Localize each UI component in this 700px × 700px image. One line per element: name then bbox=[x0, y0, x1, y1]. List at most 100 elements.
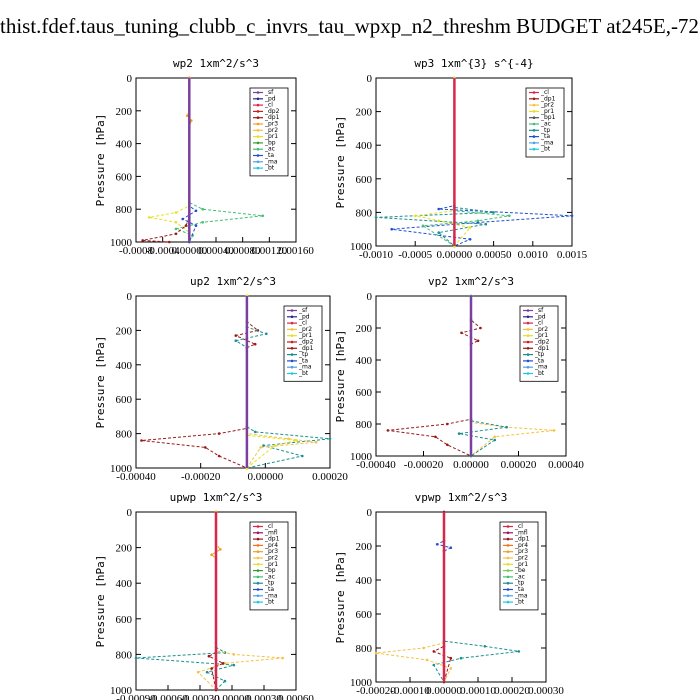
x-tick-label: 0.0010 bbox=[518, 249, 549, 261]
x-tick-label: 0.00000 bbox=[426, 685, 462, 697]
y-tick-label: 600 bbox=[356, 609, 373, 621]
x-tick-label: 0.00030 bbox=[528, 685, 564, 697]
legend-entry-label: _pr2 bbox=[298, 326, 312, 333]
legend-marker bbox=[290, 309, 294, 312]
series-line-tp bbox=[459, 296, 507, 457]
series-line-dp1 bbox=[432, 512, 452, 683]
legend-entry-label: _ta bbox=[514, 586, 524, 593]
legend-marker bbox=[526, 359, 530, 363]
legend-marker bbox=[256, 531, 260, 535]
legend-marker bbox=[290, 347, 294, 350]
legend-entry-label: _ma bbox=[540, 139, 554, 146]
legend-box bbox=[519, 305, 559, 382]
y-axis-label: Pressure [hPa] bbox=[334, 551, 347, 644]
panel-title: upwp 1xm^2/s^3 bbox=[170, 491, 263, 504]
legend-entry-label: _tp bbox=[298, 351, 308, 358]
y-tick-label: 0 bbox=[367, 507, 373, 519]
legend-box bbox=[283, 305, 323, 382]
y-axis-label: Pressure [hPa] bbox=[334, 330, 347, 423]
data-point bbox=[221, 662, 225, 665]
legend-marker bbox=[256, 575, 260, 579]
legend-entry-label: _bt bbox=[540, 146, 551, 153]
data-point bbox=[262, 444, 265, 447]
data-point bbox=[434, 435, 437, 439]
legend-entry-label: _pr2 bbox=[534, 326, 548, 333]
legend-marker bbox=[526, 321, 530, 325]
data-point bbox=[232, 663, 236, 667]
y-tick-label: 400 bbox=[356, 140, 373, 152]
x-tick-label: 0.00020 bbox=[501, 459, 537, 471]
data-point bbox=[459, 656, 463, 660]
x-tick-label: -0.00020 bbox=[404, 459, 444, 471]
legend-entry-label: _dp1 bbox=[534, 345, 550, 352]
legend-marker bbox=[256, 550, 260, 553]
legend-entry-label: _pd bbox=[264, 95, 276, 102]
series-line-pr1 bbox=[415, 78, 472, 247]
legend-entry-label: _ta bbox=[534, 357, 544, 364]
legend-marker bbox=[526, 347, 530, 350]
legend-entry-label: _pr2 bbox=[540, 102, 554, 109]
panel-1: wp2 1xm^2/s^3 0 200 400 600 800 1000-0.0008-0.… bbox=[94, 57, 314, 257]
legend-marker bbox=[256, 569, 260, 572]
y-tick-label: 600 bbox=[356, 174, 373, 186]
legend-marker bbox=[256, 141, 260, 145]
legend-entry-label: _mfl bbox=[264, 529, 278, 536]
data-point bbox=[493, 435, 497, 439]
legend-marker bbox=[506, 594, 510, 598]
legend-entry-label: _dp2 bbox=[298, 339, 314, 346]
y-tick-label: 400 bbox=[116, 578, 133, 590]
data-point bbox=[517, 650, 521, 653]
panel-title: vpwp 1xm^2/s^3 bbox=[415, 491, 508, 504]
panel-5: upwp 1xm^2/s^302004006008001000-0.00090-… bbox=[94, 491, 314, 700]
legend-entry-label: _pr1 bbox=[514, 561, 528, 568]
legend-entry-label: _sf bbox=[298, 307, 308, 314]
x-tick-label: 0.00040 bbox=[548, 459, 584, 471]
data-point bbox=[570, 214, 574, 218]
legend-box bbox=[499, 521, 539, 611]
legend-marker bbox=[506, 600, 510, 604]
x-tick-label: -0.00040 bbox=[116, 471, 156, 483]
legend-entry-label: _ac bbox=[514, 573, 525, 580]
x-tick-label: 0.00000 bbox=[453, 459, 489, 471]
legend-entry-label: _pr4 bbox=[514, 542, 528, 549]
legend-marker bbox=[256, 129, 260, 132]
data-point bbox=[432, 663, 436, 667]
data-point bbox=[253, 342, 257, 346]
legend-marker bbox=[532, 110, 536, 113]
legend-entry-label: _pr1 bbox=[264, 133, 278, 140]
y-tick-label: 1000 bbox=[110, 237, 133, 249]
legend-marker bbox=[526, 315, 530, 319]
x-tick-label: 0.00030 bbox=[246, 693, 282, 700]
data-point bbox=[196, 670, 200, 674]
x-tick-label: -0.00040 bbox=[356, 459, 396, 471]
legend-marker bbox=[290, 365, 294, 369]
y-tick-label: 1000 bbox=[350, 451, 373, 463]
series-line-pr1 bbox=[149, 78, 190, 242]
legend-entry-label: _dp1 bbox=[264, 536, 280, 543]
data-point bbox=[449, 546, 453, 549]
legend-marker bbox=[290, 353, 294, 356]
legend-entry-label: _cl bbox=[298, 320, 307, 327]
legend-marker bbox=[256, 97, 260, 101]
legend-entry-label: _pr4 bbox=[264, 542, 278, 549]
legend-marker bbox=[256, 600, 260, 604]
legend-entry-label: _ta bbox=[264, 586, 274, 593]
x-tick-label: 0.00060 bbox=[278, 693, 314, 700]
data-point bbox=[259, 446, 263, 449]
x-tick-label: -0.00060 bbox=[148, 693, 188, 700]
y-axis-label: Pressure [hPa] bbox=[334, 116, 347, 209]
data-point bbox=[140, 439, 143, 442]
data-point bbox=[413, 214, 417, 218]
legend-entry-label: _mfl bbox=[514, 529, 528, 536]
legend-entry-label: _dp1 bbox=[298, 345, 314, 352]
data-point bbox=[422, 646, 425, 650]
legend-entry-label: _sf bbox=[534, 307, 544, 314]
data-point bbox=[223, 679, 227, 683]
legend-entry-label: _ma bbox=[264, 592, 278, 599]
panel-title: vp2 1xm^2/s^3 bbox=[428, 275, 514, 288]
legend-marker bbox=[506, 575, 510, 579]
y-tick-label: 800 bbox=[116, 649, 133, 661]
x-tick-label: -0.00010 bbox=[390, 685, 430, 697]
x-tick-label: -0.00090 bbox=[116, 693, 156, 700]
data-point bbox=[437, 219, 441, 223]
